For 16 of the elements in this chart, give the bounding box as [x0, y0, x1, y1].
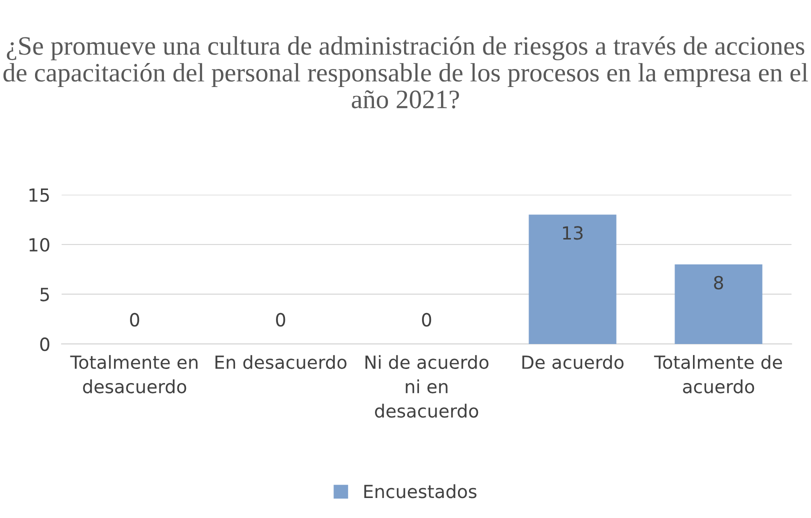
y-tick-label: 0 — [40, 337, 50, 352]
data-label: 0 — [130, 312, 140, 327]
data-label: 0 — [422, 312, 432, 327]
y-tick-label: 10 — [30, 238, 50, 252]
data-label: 0 — [276, 312, 286, 327]
data-label: 8 — [714, 276, 724, 290]
y-tick-label: 15 — [30, 188, 49, 202]
data-label: 13 — [563, 226, 583, 240]
x-tick-label: Ni de acuerdo ni en desacuerdo — [365, 355, 488, 418]
legend-label: Encuestados — [364, 484, 476, 498]
chart-title: ¿Se promueve una cultura de administración de riesgos a través de acciones de capacitación del personal responsable de los procesos en la empresa en el año 2021? — [3, 36, 808, 108]
x-tick-label: Totalmente en desacuerdo — [70, 355, 198, 394]
x-tick-label: En desacuerdo — [216, 355, 346, 370]
y-tick-label: 5 — [40, 288, 49, 302]
x-tick-label: De acuerdo — [522, 355, 624, 370]
x-tick-label: Totalmente de acuerdo — [654, 355, 782, 394]
